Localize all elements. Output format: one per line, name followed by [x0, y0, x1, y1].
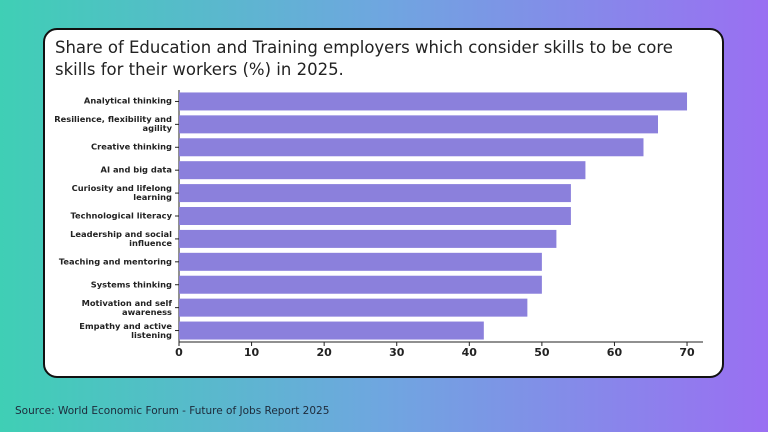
- chart-title: Share of Education and Training employer…: [55, 38, 673, 79]
- x-tick-label: 10: [244, 346, 260, 359]
- y-tick-label: Analytical thinking: [83, 95, 172, 106]
- x-tick-label: 40: [462, 346, 478, 359]
- bar: [179, 184, 571, 203]
- x-tick-label: 20: [316, 346, 332, 359]
- y-tick-label: Resilience, flexibility and agility: [54, 114, 172, 134]
- bar: [179, 298, 528, 317]
- card: [43, 28, 724, 378]
- x-tick-label: 0: [175, 346, 183, 359]
- source: Source: World Economic Forum - Future of…: [15, 405, 330, 417]
- bar: [179, 161, 586, 180]
- bar: [179, 138, 644, 157]
- bar: [179, 321, 484, 340]
- y-tick-label: Systems thinking: [90, 279, 172, 290]
- x-tick-label: 60: [607, 346, 623, 359]
- bar: [179, 92, 688, 111]
- y-tick-label: Teaching and mentoring: [58, 256, 172, 267]
- x-tick-label: 70: [679, 346, 695, 359]
- bar: [179, 275, 542, 294]
- y-tick-label: Empathy and active listening: [79, 320, 172, 340]
- y-tick-label: AI and big data: [100, 164, 172, 175]
- y-tick-label: Leadership and social influence: [70, 228, 172, 248]
- x-tick-label: 30: [389, 346, 405, 359]
- bar: [179, 229, 557, 248]
- y-tick-label: Technological literacy: [70, 210, 173, 221]
- bar: [179, 115, 659, 134]
- y-tick-label: Curiosity and lifelong learning: [71, 183, 172, 203]
- x-tick-label: 50: [534, 346, 550, 359]
- y-tick-label: Creative thinking: [91, 141, 172, 152]
- bar: [179, 252, 542, 271]
- y-tick-label: Motivation and self awareness: [81, 297, 172, 317]
- bar: [179, 207, 571, 225]
